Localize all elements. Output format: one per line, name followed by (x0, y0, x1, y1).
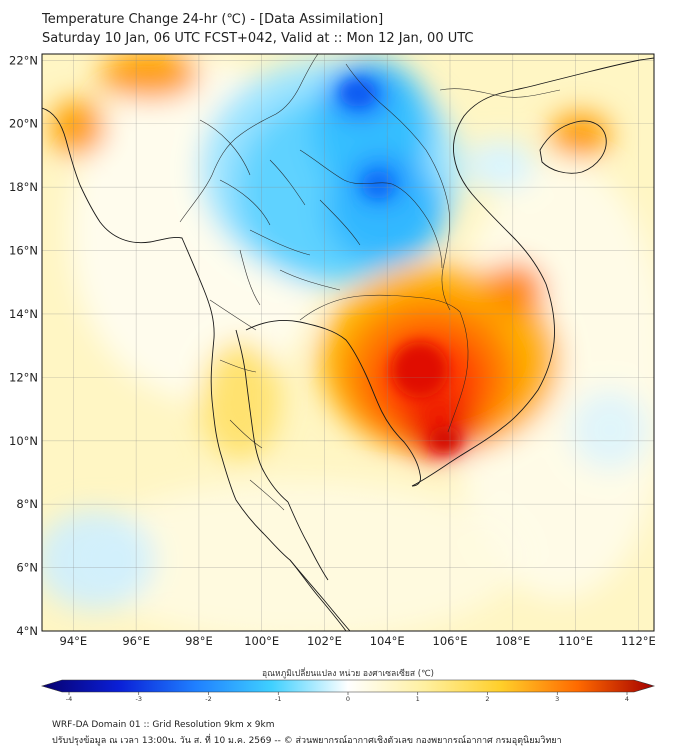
lon-label: 110°E (558, 634, 593, 648)
lon-label: 112°E (621, 634, 656, 648)
warm-patch-vietnam (485, 262, 545, 318)
border-thailand-cambodia (299, 294, 461, 321)
lat-label: 12°N (9, 370, 38, 384)
map-subtitle: Saturday 10 Jan, 06 UTC FCST+042, Valid … (42, 31, 474, 46)
coastlines (42, 57, 654, 631)
colorbar-tick-label: -3 (136, 695, 142, 703)
border-china (439, 88, 561, 98)
latitude-labels: 22°N 20°N 18°N 16°N 14°N 12°N 10°N 8°N 6°N 4°N (9, 53, 38, 638)
cold-core-max (340, 79, 376, 107)
lon-label: 102°E (307, 634, 342, 648)
warm-region-hainan (550, 113, 610, 157)
map-title: Temperature Change 24-hr (℃) - [Data Ass… (42, 12, 384, 27)
map-plot-area (42, 54, 654, 631)
country-borders (179, 54, 561, 511)
cool-patch-gulf-tonkin (465, 140, 535, 190)
lat-label: 4°N (16, 624, 38, 638)
lat-label: 20°N (9, 117, 38, 131)
coastline-vietnam (411, 57, 654, 487)
colorbar-tick-label: 2 (485, 695, 489, 703)
temperature-field (42, 54, 654, 631)
coastline-hainan (539, 120, 607, 174)
warm-region-bangladesh (50, 100, 106, 156)
field-cores (340, 79, 461, 454)
longitude-labels: 94°E 96°E 98°E 100°E 102°E 104°E 106°E 108°E 110… (60, 634, 656, 648)
border-cambodia-vietnam (447, 311, 469, 433)
lon-label: 104°E (370, 634, 405, 648)
lon-label: 106°E (433, 634, 468, 648)
lat-label: 18°N (9, 180, 38, 194)
lon-label: 108°E (495, 634, 530, 648)
colorbar-tick-label: -2 (205, 695, 211, 703)
colorbar-ticks: -4 -3 -2 -1 0 1 2 3 4 (66, 692, 629, 703)
cool-region-east-sea (570, 390, 650, 470)
border-myanmar-thailand (179, 54, 319, 223)
colorbar-title: อุณหภูมิเปลี่ยนแปลง หน่วย องศาเซลเซียส (… (262, 667, 434, 679)
colorbar (40, 679, 656, 693)
colorbar-tick-label: 3 (555, 695, 559, 703)
colorbar-tick-label: -1 (275, 695, 281, 703)
warm-region-gulf (200, 340, 280, 460)
coastline-gulf-thailand-north (245, 319, 421, 487)
lat-label: 14°N (9, 307, 38, 321)
colorbar-tick-label: 1 (416, 695, 420, 703)
provinces-south (209, 299, 285, 511)
lat-label: 8°N (16, 497, 38, 511)
border-laos-vietnam (345, 63, 451, 311)
coastline-bay-of-bengal (42, 107, 347, 631)
lon-label: 98°E (185, 634, 213, 648)
lon-label: 100°E (244, 634, 279, 648)
lat-label: 6°N (16, 561, 38, 575)
gridlines (42, 54, 654, 631)
colorbar-tick-label: -4 (66, 695, 72, 703)
coastline-malaysia (289, 559, 351, 631)
cold-core-secondary (362, 171, 394, 199)
cool-region-southwest (42, 510, 155, 610)
border-thailand-laos (299, 149, 443, 269)
warm-core-secondary (429, 426, 461, 454)
neutral-region-south (80, 480, 520, 631)
lat-label: 22°N (9, 53, 38, 67)
colorbar-tick-label: 4 (625, 695, 629, 703)
coastline-gulf-thailand-west (235, 329, 289, 503)
lon-label: 94°E (60, 634, 88, 648)
footer-update-info: ปรับปรุงข้อมูล ณ เวลา 13:00น. วัน ส. ที่… (52, 736, 562, 746)
provinces-north (199, 119, 361, 306)
colorbar-tick-label: 0 (346, 695, 350, 703)
coastline-peninsula-east (287, 501, 329, 581)
lon-label: 96°E (122, 634, 150, 648)
lat-label: 10°N (9, 434, 38, 448)
warm-region-myanmar-north (100, 54, 200, 100)
warm-core-max (392, 342, 448, 398)
lat-label: 16°N (9, 244, 38, 258)
plot-frame (41, 53, 655, 632)
footer-grid-info: WRF-DA Domain 01 :: Grid Resolution 9km … (52, 720, 275, 730)
